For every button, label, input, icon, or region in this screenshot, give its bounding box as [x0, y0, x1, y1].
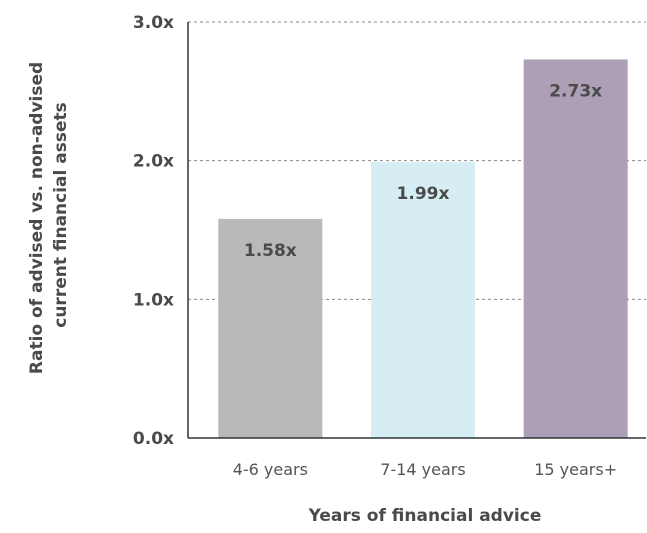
- x-tick-label: 4-6 years: [233, 460, 308, 479]
- y-axis-ticks: 0.0x 1.0x 2.0x 3.0x: [133, 13, 174, 449]
- y-tick-label: 1.0x: [133, 290, 174, 310]
- bar-value-label: 1.58x: [244, 241, 297, 261]
- data-labels: 1.58x 1.99x 2.73x: [244, 81, 602, 260]
- y-axis-title-line-2: current financial assets: [51, 102, 71, 328]
- bar: [523, 59, 628, 438]
- x-tick-label: 15 years+: [534, 460, 617, 479]
- bar: [218, 218, 323, 438]
- y-tick-label: 2.0x: [133, 152, 174, 172]
- bar-value-label: 1.99x: [397, 184, 450, 204]
- y-tick-label: 0.0x: [133, 429, 174, 449]
- x-axis-ticks: 4-6 years 7-14 years 15 years+: [233, 460, 617, 479]
- y-tick-label: 3.0x: [133, 13, 174, 33]
- bar-value-label: 2.73x: [549, 81, 602, 101]
- x-axis-title: Years of financial advice: [308, 506, 542, 526]
- y-axis-title: Ratio of advised vs. non-advised current…: [27, 56, 71, 374]
- bars: [218, 59, 628, 438]
- y-axis-title-line-1: Ratio of advised vs. non-advised: [27, 62, 47, 374]
- x-tick-label: 7-14 years: [380, 460, 465, 479]
- bar: [371, 162, 475, 438]
